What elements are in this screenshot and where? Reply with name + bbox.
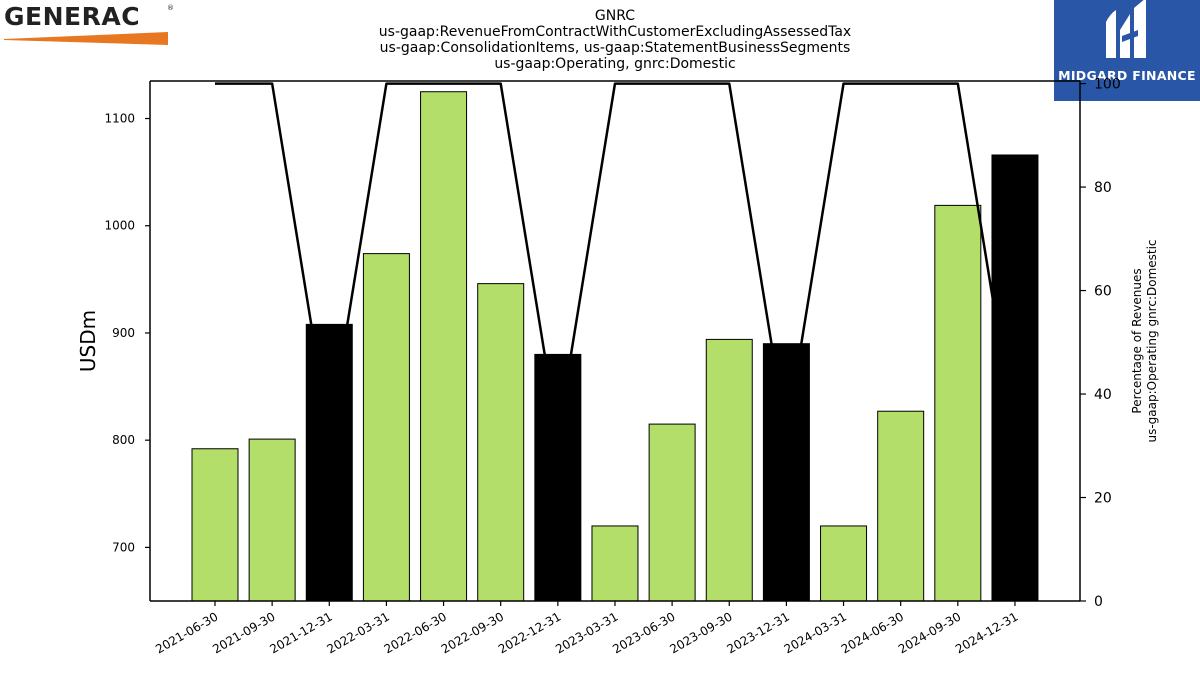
midgard-emblem-icon (1106, 0, 1146, 58)
generac-swoosh-icon (4, 32, 168, 45)
x-tick-label: 2023-09-30 (667, 609, 734, 656)
midgard-finance-logo: MIDGARD FINANCE (1054, 0, 1200, 101)
chart-title-line-3: us-gaap:ConsolidationItems, us-gaap:Stat… (379, 40, 851, 56)
x-tick-label: 2022-06-30 (382, 609, 449, 656)
y2-tick-label: 20 (1094, 491, 1112, 507)
x-tick-label: 2024-03-31 (782, 609, 849, 656)
y2-axis-label-line-2: us-gaap:Operating gnrc:Domestic (1145, 239, 1159, 442)
y2-tick-label: 0 (1094, 594, 1103, 610)
bar-2022-12-31 (534, 353, 582, 602)
x-tick-label: 2023-03-31 (553, 609, 620, 656)
midgard-finance-logo-text: MIDGARD FINANCE (1058, 68, 1196, 83)
x-tick-label: 2024-12-31 (953, 609, 1020, 656)
bar-2022-06-30 (420, 91, 468, 602)
y-tick-label: 700 (112, 540, 135, 554)
bar-2023-09-30 (705, 338, 753, 602)
bar-2024-12-31 (991, 154, 1039, 602)
y-tick-label: 800 (112, 433, 135, 447)
bars-layer (191, 91, 1039, 602)
y2-ticks: 0 20 40 60 80 100 (1080, 77, 1121, 610)
bar-2024-03-31 (820, 525, 868, 602)
y-axis-label: USDm (76, 310, 100, 372)
x-tick-label: 2024-06-30 (839, 609, 906, 656)
chart-title-line-1: GNRC (594, 8, 636, 24)
percentage-line-series (215, 82, 1017, 437)
bar-2023-03-31 (591, 525, 639, 602)
chart-title-line-2: us-gaap:RevenueFromContractWithCustomerE… (378, 24, 852, 40)
generac-registered-mark: ® (167, 4, 174, 12)
y2-tick-label: 40 (1094, 387, 1112, 403)
bar-2023-06-30 (648, 423, 696, 602)
y2-tick-label: 60 (1094, 284, 1112, 300)
y-tick-label: 1100 (104, 112, 135, 126)
chart-title-line-4: us-gaap:Operating, gnrc:Domestic (494, 56, 736, 72)
x-tick-label: 2022-12-31 (496, 609, 563, 656)
bar-2021-12-31 (305, 323, 353, 602)
x-tick-label: 2023-06-30 (610, 609, 677, 656)
y2-axis-label-line-1: Percentage of Revenues (1130, 268, 1144, 413)
bar-2024-06-30 (877, 410, 925, 602)
x-tick-label: 2021-09-30 (210, 609, 277, 656)
x-tick-label: 2021-06-30 (153, 609, 220, 656)
generac-logo-text: GENERAC (4, 2, 141, 31)
y2-tick-label: 80 (1094, 180, 1112, 196)
x-tick-label: 2023-12-31 (724, 609, 791, 656)
y-ticks: 700 800 900 1000 1100 (104, 112, 150, 554)
y-tick-label: 1000 (104, 219, 135, 233)
bar-2024-09-30 (934, 204, 982, 602)
generac-logo: GENERAC ® (4, 2, 174, 45)
bar-2022-03-31 (362, 253, 410, 602)
x-tick-label: 2022-09-30 (439, 609, 506, 656)
x-tick-label: 2022-03-31 (325, 609, 392, 656)
bar-2021-09-30 (248, 438, 296, 602)
x-tick-label: 2024-09-30 (896, 609, 963, 656)
bar-2023-12-31 (762, 343, 810, 602)
y-tick-label: 900 (112, 326, 135, 340)
x-ticks: 2021-06-302021-09-302021-12-312022-03-31… (153, 601, 1020, 656)
x-tick-label: 2021-12-31 (267, 609, 334, 656)
bar-2022-09-30 (477, 283, 525, 602)
y2-tick-label: 100 (1094, 77, 1121, 93)
bar-2021-06-30 (191, 448, 239, 602)
